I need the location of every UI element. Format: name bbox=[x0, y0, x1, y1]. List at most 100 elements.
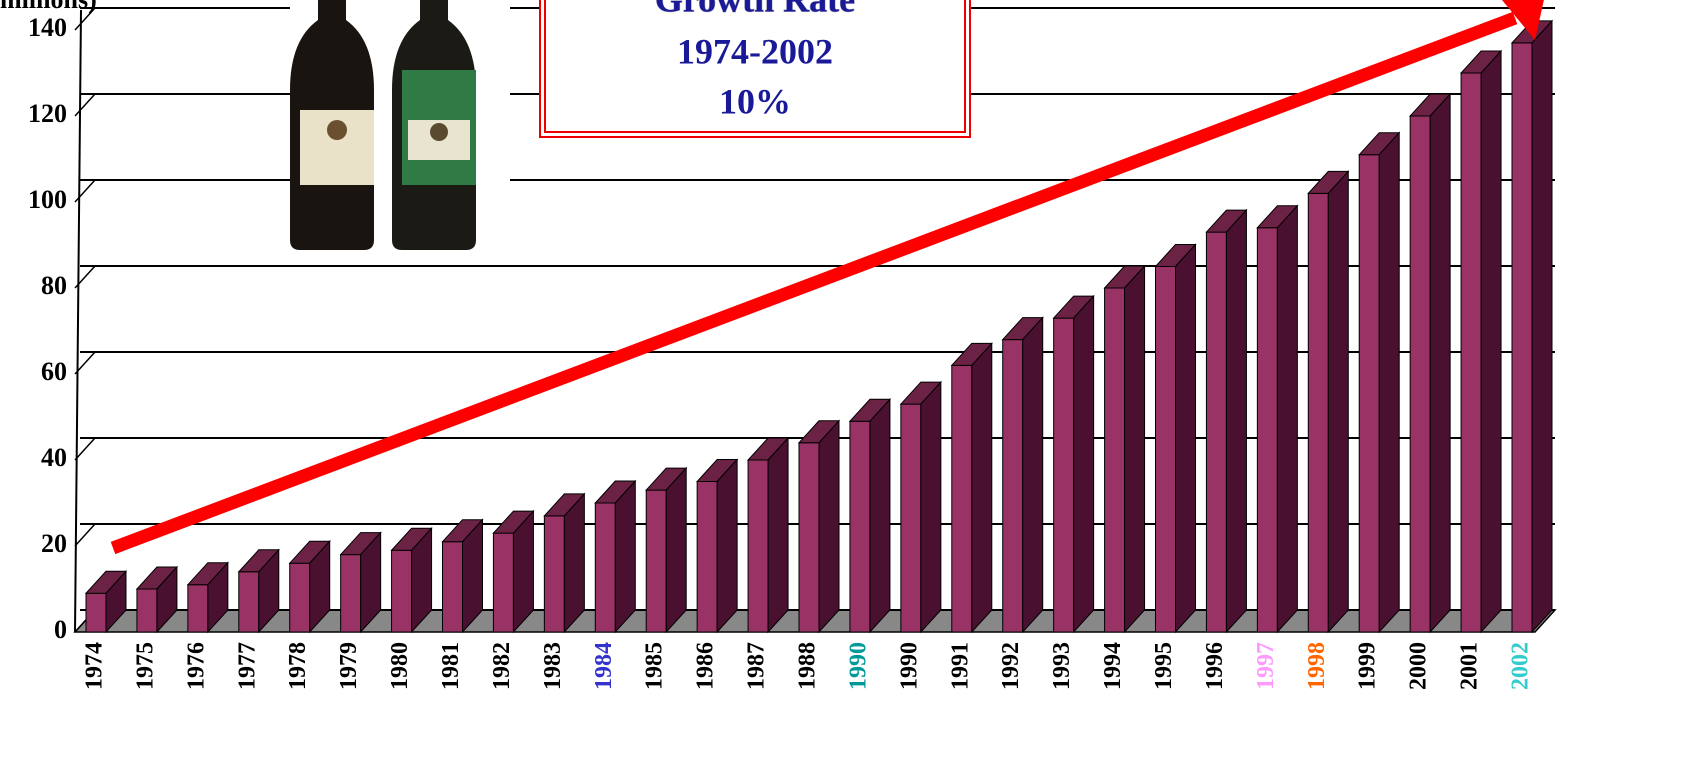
trend-arrow-head bbox=[1502, 0, 1544, 40]
bar-side bbox=[1327, 170, 1349, 634]
bar-side bbox=[1531, 19, 1553, 634]
x-tick-label: 1987 bbox=[744, 642, 770, 690]
bar-side bbox=[1073, 294, 1095, 634]
x-tick-label: 1990 bbox=[896, 642, 922, 690]
x-tick-label: 1990 bbox=[845, 642, 871, 690]
y-axis bbox=[74, 9, 82, 633]
bar bbox=[391, 549, 413, 633]
x-tick-label: 1997 bbox=[1253, 642, 1279, 690]
bar-side bbox=[462, 518, 483, 634]
bar-side bbox=[1429, 92, 1451, 634]
y-tick-label: 140 bbox=[28, 13, 67, 42]
bar-side bbox=[105, 570, 127, 634]
bar-side bbox=[309, 539, 331, 634]
bar bbox=[1104, 287, 1126, 633]
bar bbox=[1511, 42, 1533, 633]
bar bbox=[798, 442, 820, 633]
annotation-box bbox=[539, 0, 971, 138]
bar bbox=[1002, 339, 1024, 633]
y-tick-label: 0 bbox=[54, 615, 67, 644]
bar bbox=[543, 515, 565, 633]
x-tick-label: 1992 bbox=[998, 642, 1024, 690]
bar-side bbox=[1124, 264, 1146, 634]
x-tick-label: 1993 bbox=[1049, 642, 1075, 690]
annotation-box-inner bbox=[544, 0, 966, 133]
x-tick-label: 1979 bbox=[336, 642, 362, 690]
bar bbox=[442, 541, 463, 633]
x-tick-label: 1988 bbox=[795, 642, 821, 690]
annotation-line: 10% bbox=[719, 81, 791, 121]
bar-side bbox=[1276, 204, 1298, 634]
overlay: Growth Rate 1974-2002 10% millions) bbox=[0, 0, 971, 265]
bar-side bbox=[1378, 131, 1400, 634]
tick-mark bbox=[74, 7, 96, 31]
bar-side bbox=[512, 509, 534, 634]
tick-mark bbox=[74, 523, 96, 547]
trend-arrow-line bbox=[110, 11, 1518, 555]
x-tick-label: 1984 bbox=[591, 642, 617, 690]
bar bbox=[1155, 266, 1176, 633]
tick-mark bbox=[74, 179, 96, 203]
bar-side bbox=[716, 458, 738, 634]
y-tick-label: 120 bbox=[28, 99, 67, 128]
x-tick-label: 1976 bbox=[183, 642, 209, 690]
bar-side bbox=[869, 398, 891, 634]
bar-side bbox=[1225, 208, 1247, 634]
bar-side bbox=[207, 561, 229, 634]
bar bbox=[951, 364, 973, 633]
bar-side bbox=[971, 342, 993, 634]
bar bbox=[85, 592, 107, 633]
bar bbox=[1256, 227, 1278, 633]
bar-side bbox=[411, 527, 433, 634]
bar bbox=[747, 459, 769, 633]
x-tick-label: 2002 bbox=[1508, 642, 1534, 690]
bar bbox=[289, 562, 311, 633]
x-tick-label: 1981 bbox=[438, 642, 464, 690]
bar-side bbox=[1480, 49, 1502, 634]
x-tick-label: 1977 bbox=[234, 642, 260, 690]
bar bbox=[1358, 154, 1380, 633]
x-tick-label: 1994 bbox=[1100, 642, 1126, 690]
bar-side bbox=[563, 492, 585, 634]
y-axis-label: millions) bbox=[0, 0, 97, 14]
tick-mark bbox=[74, 265, 96, 289]
tick-mark bbox=[74, 437, 96, 461]
y-tick-label: 100 bbox=[28, 185, 67, 214]
x-tick-label: 1985 bbox=[642, 642, 668, 690]
bar bbox=[645, 489, 667, 633]
tick-mark bbox=[74, 351, 96, 375]
bottles-image bbox=[290, 0, 476, 250]
bar-side bbox=[156, 565, 178, 634]
bar-side bbox=[665, 466, 687, 634]
y-tick-label: 60 bbox=[41, 357, 67, 386]
bar-side bbox=[1175, 243, 1196, 634]
bar bbox=[492, 532, 514, 633]
bar bbox=[187, 584, 209, 633]
x-tick-label: 1991 bbox=[947, 642, 973, 690]
x-tick-label: 1999 bbox=[1355, 642, 1381, 690]
bar bbox=[900, 403, 922, 633]
x-tick-label: 1998 bbox=[1304, 642, 1330, 690]
x-tick-label: 1982 bbox=[489, 642, 515, 690]
x-tick-label: 1983 bbox=[540, 642, 566, 690]
bar-side bbox=[614, 479, 636, 634]
bar bbox=[594, 502, 616, 633]
x-tick-label: 1975 bbox=[132, 642, 158, 690]
bar bbox=[1409, 115, 1431, 633]
bar-side bbox=[1022, 316, 1044, 634]
y-tick-label: 40 bbox=[41, 443, 67, 472]
x-tick-label: 2001 bbox=[1457, 642, 1483, 690]
bar bbox=[1307, 192, 1329, 633]
annotation-line: Growth Rate bbox=[655, 0, 855, 19]
y-tick-label: 20 bbox=[41, 529, 67, 558]
bar bbox=[1053, 317, 1075, 633]
tick-mark bbox=[74, 93, 96, 117]
x-tick-label: 1995 bbox=[1151, 642, 1177, 690]
bar-side bbox=[360, 531, 382, 634]
bar bbox=[849, 420, 871, 633]
x-tick-label: 2000 bbox=[1406, 642, 1432, 690]
bar bbox=[238, 571, 260, 633]
x-tick-label: 1986 bbox=[693, 642, 719, 690]
bar bbox=[1205, 231, 1227, 633]
